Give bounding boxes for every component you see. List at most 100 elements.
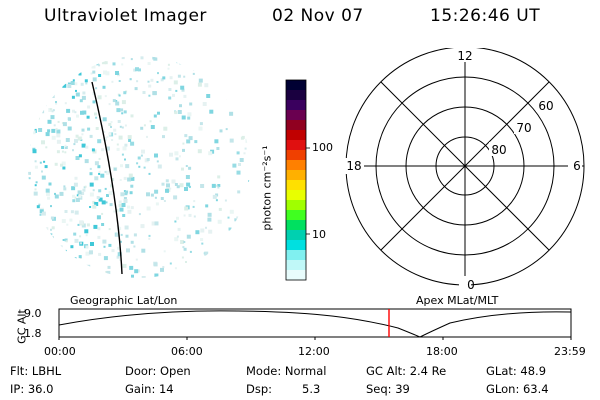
uv-speckle: [189, 274, 193, 278]
uv-speckle: [61, 146, 65, 149]
uv-speckle: [101, 200, 106, 205]
uv-speckle: [117, 252, 122, 257]
uv-speckle: [45, 83, 49, 88]
uv-speckle: [28, 260, 30, 263]
uv-speckle: [121, 153, 124, 156]
uv-speckle: [154, 221, 159, 226]
uv-speckle: [198, 264, 202, 268]
uv-speckle: [217, 186, 220, 189]
uv-speckle: [148, 237, 151, 240]
uv-speckle: [101, 148, 105, 152]
uv-speckle: [142, 91, 146, 94]
uv-speckle: [123, 190, 126, 192]
uv-speckle: [173, 80, 178, 85]
uv-speckle: [147, 62, 151, 65]
uv-speckle: [56, 150, 60, 154]
uv-speckle: [201, 242, 204, 245]
uv-speckle: [61, 219, 66, 223]
uv-speckle: [38, 232, 41, 235]
uv-speckle: [45, 146, 48, 149]
uv-speckle: [115, 101, 120, 106]
uv-speckle: [165, 188, 169, 193]
uv-speckle: [71, 258, 75, 262]
uv-speckle: [75, 156, 80, 160]
uv-speckle: [71, 186, 76, 191]
uv-speckle: [123, 110, 127, 114]
uv-speckle: [119, 207, 124, 212]
uv-speckle: [125, 164, 130, 169]
uv-speckle: [118, 227, 122, 231]
uv-speckle: [232, 102, 236, 106]
uv-speckle: [50, 94, 55, 98]
uv-speckle: [141, 276, 146, 278]
colorbar-swatch: [286, 230, 306, 241]
uv-speckle: [64, 151, 67, 154]
uv-speckle: [92, 57, 95, 59]
uv-speckle: [121, 112, 124, 115]
uv-speckle: [33, 67, 37, 71]
uv-speckle: [175, 89, 178, 92]
uv-speckle: [203, 58, 207, 62]
uv-speckle: [87, 127, 91, 131]
uv-speckle: [39, 213, 42, 216]
uv-image-disc: [28, 56, 250, 278]
uv-speckle: [193, 67, 196, 71]
uv-speckle: [32, 209, 35, 212]
uv-speckle: [81, 128, 85, 132]
mlt-label-0: 0: [467, 278, 475, 292]
uv-speckle: [126, 248, 130, 253]
uv-speckle: [173, 195, 178, 200]
uv-speckle: [85, 245, 89, 249]
uv-speckle: [34, 165, 38, 169]
uv-speckle: [249, 229, 250, 234]
uv-speckle: [38, 240, 42, 244]
uv-speckle: [75, 267, 79, 271]
uv-speckle: [213, 273, 217, 277]
uv-speckle: [241, 135, 245, 139]
uv-speckle: [226, 96, 230, 100]
uv-speckle: [60, 163, 63, 167]
uv-speckle: [133, 245, 136, 248]
uv-speckle: [39, 77, 43, 81]
uv-speckle: [162, 266, 165, 268]
uv-speckle: [51, 128, 56, 133]
uv-speckle: [141, 248, 146, 253]
uv-speckle: [92, 100, 96, 104]
uv-speckle: [154, 189, 159, 194]
uv-speckle: [44, 79, 47, 82]
uv-speckle: [96, 215, 101, 220]
lat-label-60: 60: [538, 99, 553, 113]
uv-speckle: [33, 191, 38, 196]
uv-speckle: [64, 146, 68, 149]
dsp-value: 5.3: [302, 382, 321, 396]
uv-speckle: [86, 223, 90, 227]
uv-speckle: [39, 209, 44, 214]
uv-speckle: [160, 78, 164, 82]
uv-speckle: [66, 268, 70, 273]
uv-speckle: [230, 276, 235, 278]
uv-speckle: [80, 242, 82, 245]
uv-speckle: [231, 78, 234, 81]
uv-speckle: [207, 272, 211, 276]
uv-speckle: [204, 251, 209, 256]
uv-speckle: [41, 140, 45, 145]
uv-speckle: [186, 234, 191, 239]
uv-speckle: [121, 203, 126, 207]
uv-speckle: [72, 109, 75, 113]
y-tick-1-8: 1.8: [24, 327, 42, 340]
lat-label-80: 80: [491, 143, 506, 157]
uv-speckle: [224, 199, 227, 202]
uv-speckle: [81, 133, 84, 136]
uv-speckle: [134, 269, 139, 274]
uv-speckle: [42, 73, 46, 77]
uv-speckle: [240, 250, 243, 253]
uv-speckle: [119, 125, 122, 128]
uv-speckle: [156, 81, 159, 83]
uv-speckle: [125, 234, 129, 238]
uv-speckle: [72, 194, 75, 198]
uv-speckle: [113, 167, 117, 171]
uv-speckle: [84, 79, 88, 83]
uv-speckle: [67, 255, 70, 258]
colorbar-swatch: [286, 220, 306, 231]
uv-speckle: [135, 258, 138, 261]
